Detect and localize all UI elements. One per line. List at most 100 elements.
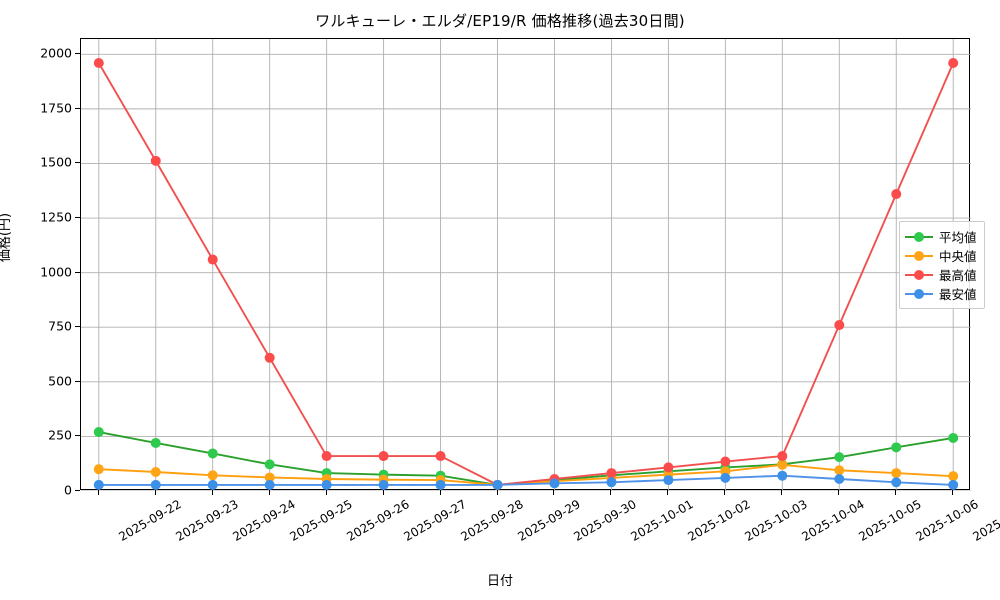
y-axis-tick-marks: [74, 38, 80, 491]
legend-label: 中央値: [939, 249, 977, 264]
data-point[interactable]: [93, 427, 104, 438]
data-point[interactable]: [321, 451, 332, 462]
legend-dot: [914, 288, 924, 299]
x-tick-mark: [268, 490, 270, 495]
x-tick-mark: [325, 490, 327, 495]
x-tick-mark: [838, 490, 840, 495]
y-tick-mark: [75, 271, 80, 273]
legend-swatch-icon: [905, 249, 933, 263]
x-tick-label: 2025-09-25: [287, 497, 355, 544]
data-point[interactable]: [948, 432, 959, 443]
data-point[interactable]: [663, 475, 674, 486]
x-tick-mark: [154, 490, 156, 495]
legend-item-4[interactable]: 最安値: [905, 284, 977, 303]
x-tick-mark: [724, 490, 726, 495]
data-point[interactable]: [378, 479, 389, 490]
x-tick-mark: [610, 490, 612, 495]
data-point[interactable]: [834, 452, 845, 463]
data-point[interactable]: [93, 464, 104, 475]
y-tick-label: 500: [48, 373, 72, 389]
data-point[interactable]: [606, 468, 617, 479]
x-tick-mark: [439, 490, 441, 495]
data-point[interactable]: [150, 479, 161, 490]
data-point[interactable]: [207, 479, 218, 490]
data-point[interactable]: [834, 320, 845, 331]
series-line-4: [97, 474, 955, 486]
data-point[interactable]: [378, 451, 389, 462]
data-point[interactable]: [207, 254, 218, 265]
data-point[interactable]: [834, 465, 845, 476]
x-tick-label: 2025-09-27: [400, 497, 469, 544]
data-point[interactable]: [321, 479, 332, 490]
data-point[interactable]: [948, 58, 959, 69]
x-tick-label: 2025-10-05: [856, 497, 925, 544]
data-point[interactable]: [720, 472, 731, 483]
y-tick-mark: [75, 162, 80, 164]
legend-item-2[interactable]: 中央値: [905, 246, 977, 265]
data-point[interactable]: [93, 479, 104, 490]
y-tick-mark: [75, 53, 80, 55]
y-tick-label: 2000: [40, 45, 72, 61]
data-point[interactable]: [150, 437, 161, 448]
y-tick-label: 1000: [40, 264, 72, 280]
legend-swatch-icon: [905, 268, 933, 282]
data-point[interactable]: [948, 471, 959, 482]
data-point[interactable]: [834, 473, 845, 484]
y-tick-label: 1750: [40, 100, 72, 116]
data-point[interactable]: [720, 456, 731, 467]
data-point[interactable]: [150, 467, 161, 477]
y-tick-label: 0: [64, 482, 72, 498]
legend-item-3[interactable]: 最高値: [905, 265, 977, 284]
data-point[interactable]: [606, 477, 617, 488]
data-point[interactable]: [207, 470, 218, 481]
legend-dot: [914, 250, 924, 261]
legend-dot: [914, 269, 924, 280]
data-point[interactable]: [663, 462, 674, 473]
data-point[interactable]: [435, 451, 446, 462]
data-point[interactable]: [891, 189, 902, 200]
data-point[interactable]: [777, 451, 788, 462]
y-tick-mark: [75, 435, 80, 437]
x-tick-mark: [781, 490, 783, 495]
data-point[interactable]: [891, 477, 902, 488]
y-tick-label: 1500: [40, 154, 72, 170]
x-tick-mark: [211, 490, 213, 495]
legend-item-1[interactable]: 平均値: [905, 227, 977, 246]
data-point[interactable]: [435, 479, 446, 490]
series-markers: [93, 58, 959, 490]
legend-swatch-icon: [905, 287, 933, 301]
x-tick-mark: [952, 490, 954, 495]
x-tick-label: 2025-10-06: [913, 497, 981, 544]
x-tick-label: 2025-09-29: [514, 497, 583, 544]
y-tick-mark: [75, 107, 80, 109]
x-tick-label: 2025-10-04: [799, 497, 868, 544]
data-point[interactable]: [777, 470, 788, 481]
data-point[interactable]: [777, 459, 788, 470]
plot-svg: [81, 39, 971, 491]
data-point[interactable]: [93, 58, 104, 69]
data-point[interactable]: [948, 479, 959, 490]
x-tick-label: 2025-09-28: [457, 497, 526, 544]
y-tick-mark: [75, 326, 80, 328]
x-axis-tick-marks: [80, 490, 970, 496]
y-tick-label: 750: [48, 318, 72, 334]
data-point[interactable]: [891, 442, 902, 453]
series-line-3: [97, 62, 955, 486]
chart-legend[interactable]: 平均値中央値 最高値 最安値: [899, 221, 985, 309]
legend-dot: [914, 231, 924, 242]
data-point[interactable]: [264, 472, 275, 483]
data-point[interactable]: [150, 155, 161, 166]
data-point[interactable]: [549, 478, 560, 489]
data-point[interactable]: [264, 352, 275, 363]
series-line-1: [97, 431, 955, 486]
x-tick-label: 2025-09-22: [116, 497, 184, 544]
data-point[interactable]: [264, 479, 275, 490]
data-point[interactable]: [492, 479, 503, 490]
data-point[interactable]: [264, 459, 275, 470]
data-point[interactable]: [207, 448, 218, 459]
y-tick-mark: [75, 380, 80, 382]
data-point[interactable]: [891, 468, 902, 479]
x-axis-tick-labels: 2025-09-22 2025-09-23 2025-09-24 2025-09-25…: [80, 497, 1000, 577]
x-tick-label: 2025-10-01: [628, 497, 697, 544]
